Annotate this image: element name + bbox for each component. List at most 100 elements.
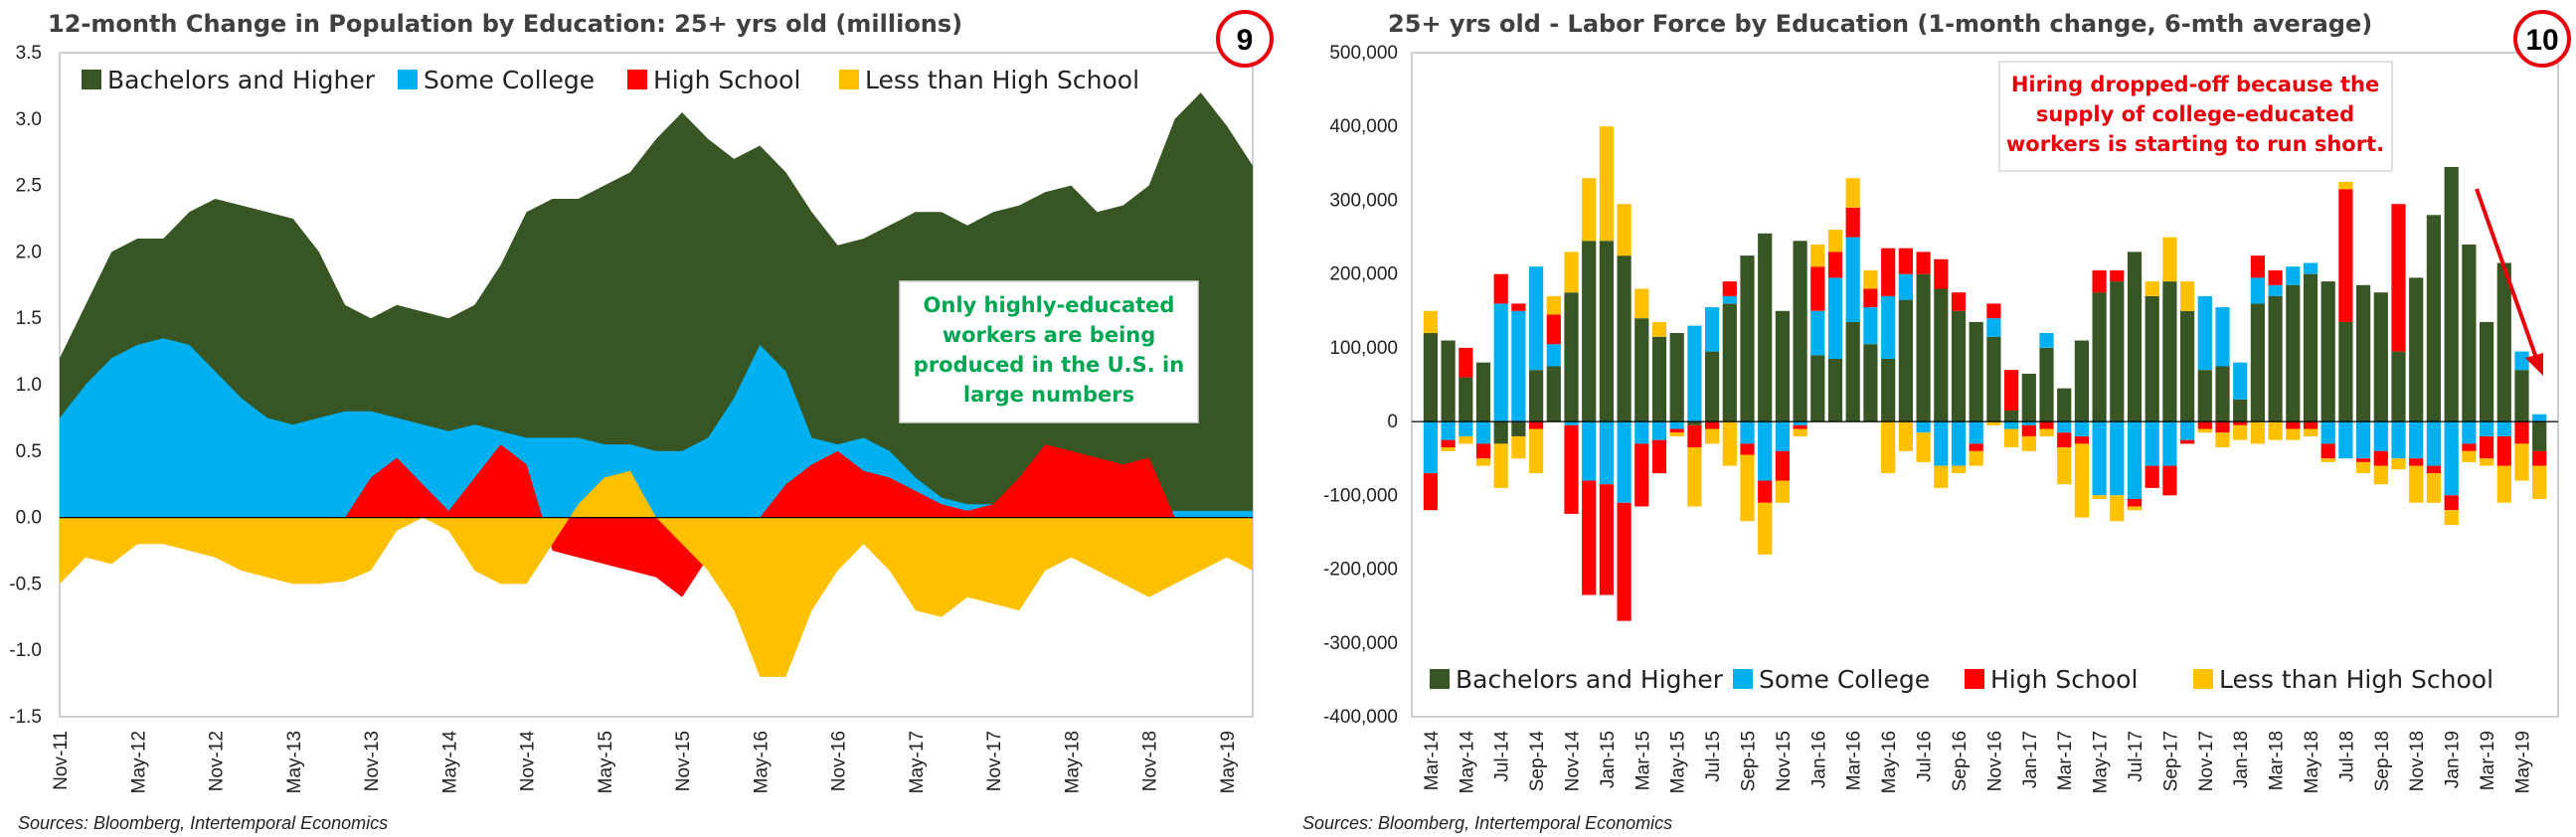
right-annotation-line: supply of college-educated	[2036, 102, 2354, 126]
bar-segment-bachelors-and-higher	[1916, 273, 1931, 422]
bar-segment-bachelors-and-higher	[1951, 310, 1967, 422]
bar-segment-high-school	[2480, 436, 2494, 459]
bar-segment-high-school	[2092, 270, 2107, 293]
bar-segment-less-than-high-school	[2268, 421, 2283, 440]
bar-segment-high-school	[1986, 303, 2001, 319]
bar-segment-some-college	[1986, 318, 2001, 337]
bar-segment-high-school	[1617, 502, 1631, 621]
x-tick-label: Mar-18	[2267, 731, 2288, 790]
x-tick-label: Mar-19	[2478, 731, 2498, 790]
bar-segment-less-than-high-school	[2303, 428, 2318, 436]
x-tick-label: Nov-16	[1984, 731, 2005, 791]
bar-segment-high-school	[1582, 480, 1597, 595]
bar-segment-high-school	[2426, 465, 2441, 473]
x-tick-label: Jul-17	[2126, 731, 2147, 782]
bar-segment-less-than-high-school	[1441, 447, 1456, 451]
left-x-axis: Nov-11 May-12 Nov-12 May-13 Nov-13 May-14 Nov-…	[51, 731, 1239, 794]
bar-segment-some-college	[2250, 277, 2265, 304]
right-chart: 25+ yrs old - Labor Force by Education (…	[1302, 10, 2571, 833]
bar-segment-high-school	[2303, 421, 2318, 429]
left-legend: Bachelors and Higher Some College High Sch…	[82, 66, 1139, 94]
x-tick-label: Jan-16	[1808, 731, 1829, 788]
bar-segment-bachelors-and-higher	[2057, 388, 2072, 422]
bar-segment-high-school	[2338, 189, 2353, 322]
right-legend: Bachelors and Higher Some College High Sch…	[1430, 665, 2493, 694]
legend-swatch	[1965, 669, 1984, 689]
legend-swatch	[2193, 669, 2213, 689]
bar-segment-bachelors-and-higher	[2039, 347, 2054, 422]
bar-segment-less-than-high-school	[2250, 421, 2265, 444]
bar-segment-some-college	[2180, 421, 2195, 440]
y-tick-label: -0.5	[9, 574, 42, 594]
bar-segment-high-school	[2074, 436, 2089, 444]
bar-segment-high-school	[1881, 248, 1896, 296]
x-tick-label: Nov-17	[2196, 731, 2217, 791]
right-y-axis: 500,000 400,000 300,000 200,000 100,000 0 -100…	[1323, 43, 1398, 728]
bar-segment-bachelors-and-higher	[1529, 370, 1544, 422]
bar-segment-bachelors-and-higher	[1810, 355, 1825, 422]
right-source-note: Sources: Bloomberg, Intertemporal Econom…	[1302, 813, 1672, 833]
bar-segment-some-college	[2074, 421, 2089, 436]
x-tick-label: Mar-14	[1422, 731, 1443, 791]
right-annotation-line: workers is starting to run short.	[2006, 132, 2384, 156]
bar-segment-less-than-high-school	[1722, 421, 1737, 466]
bar-segment-high-school	[2391, 204, 2406, 352]
x-tick-label: Nov-15	[1774, 731, 1795, 791]
bar-segment-bachelors-and-higher	[2215, 366, 2230, 422]
y-tick-label: 2.0	[16, 242, 42, 262]
bar-segment-bachelors-and-higher	[1863, 344, 1878, 422]
x-tick-label: Jul-14	[1492, 731, 1513, 782]
bar-segment-some-college	[1705, 307, 1720, 352]
bar-segment-some-college	[1475, 421, 1491, 444]
bar-segment-some-college	[2057, 421, 2072, 433]
right-chart-panel: 25+ yrs old - Labor Force by Education (…	[1288, 0, 2576, 837]
bar-segment-bachelors-and-higher	[1898, 299, 1913, 422]
bar-segment-bachelors-and-higher	[1775, 310, 1790, 422]
bar-segment-high-school	[1564, 424, 1579, 514]
bar-segment-some-college	[1722, 295, 1737, 304]
bar-segment-high-school	[2444, 495, 2459, 511]
bar-segment-less-than-high-school	[1475, 458, 1491, 466]
bar-segment-less-than-high-school	[2532, 465, 2547, 499]
bar-segment-less-than-high-school	[2127, 506, 2143, 511]
bar-segment-less-than-high-school	[2373, 465, 2388, 485]
x-tick-label: Sep-15	[1739, 731, 1760, 791]
bar-segment-some-college	[2356, 421, 2371, 459]
bar-segment-less-than-high-school	[1651, 321, 1667, 337]
bar-segment-high-school	[1951, 292, 1967, 311]
bar-segment-less-than-high-school	[1493, 443, 1508, 488]
bar-segment-high-school	[2110, 270, 2125, 282]
x-tick-label: Sep-18	[2372, 731, 2393, 791]
bar-segment-less-than-high-school	[1599, 126, 1614, 242]
x-tick-label: Mar-17	[2055, 731, 2076, 790]
bar-segment-bachelors-and-higher	[2320, 281, 2335, 422]
bar-segment-some-college	[1740, 421, 1755, 444]
bar-segment-bachelors-and-higher	[2532, 421, 2547, 451]
bar-segment-less-than-high-school	[2409, 465, 2424, 503]
bar-segment-some-college	[1881, 295, 1896, 359]
bar-segment-bachelors-and-higher	[1845, 321, 1860, 422]
bar-segment-high-school	[1740, 443, 1755, 455]
bar-segment-less-than-high-school	[2074, 443, 2089, 518]
bar-segment-less-than-high-school	[1951, 465, 1967, 473]
bar-segment-bachelors-and-higher	[1740, 255, 1755, 422]
bar-segment-bachelors-and-higher	[1459, 377, 1473, 422]
bar-segment-high-school	[2145, 465, 2159, 488]
bar-segment-bachelors-and-higher	[2444, 167, 2459, 422]
bar-segment-some-college	[1827, 277, 1843, 359]
bar-segment-some-college	[1651, 421, 1667, 440]
bar-segment-some-college	[1810, 310, 1825, 356]
x-tick-label: Sep-17	[2160, 731, 2181, 791]
bar-segment-less-than-high-school	[2092, 495, 2107, 499]
bar-segment-less-than-high-school	[2233, 424, 2248, 440]
legend-label: Bachelors and Higher	[1456, 665, 1724, 694]
bar-segment-less-than-high-school	[1529, 428, 1544, 473]
bar-segment-high-school	[2057, 432, 2072, 447]
bar-segment-high-school	[1722, 281, 1737, 296]
x-tick-label: May-15	[1668, 731, 1689, 793]
bar-segment-less-than-high-school	[2480, 458, 2494, 466]
right-x-axis: Mar-14 May-14 Jul-14 Sep-14 Nov-14 Jan-15 Mar-…	[1422, 731, 2534, 794]
bar-segment-some-college	[2162, 421, 2177, 466]
bar-segment-some-college	[1898, 273, 1913, 300]
right-chart-title: 25+ yrs old - Labor Force by Education (…	[1388, 10, 2372, 38]
